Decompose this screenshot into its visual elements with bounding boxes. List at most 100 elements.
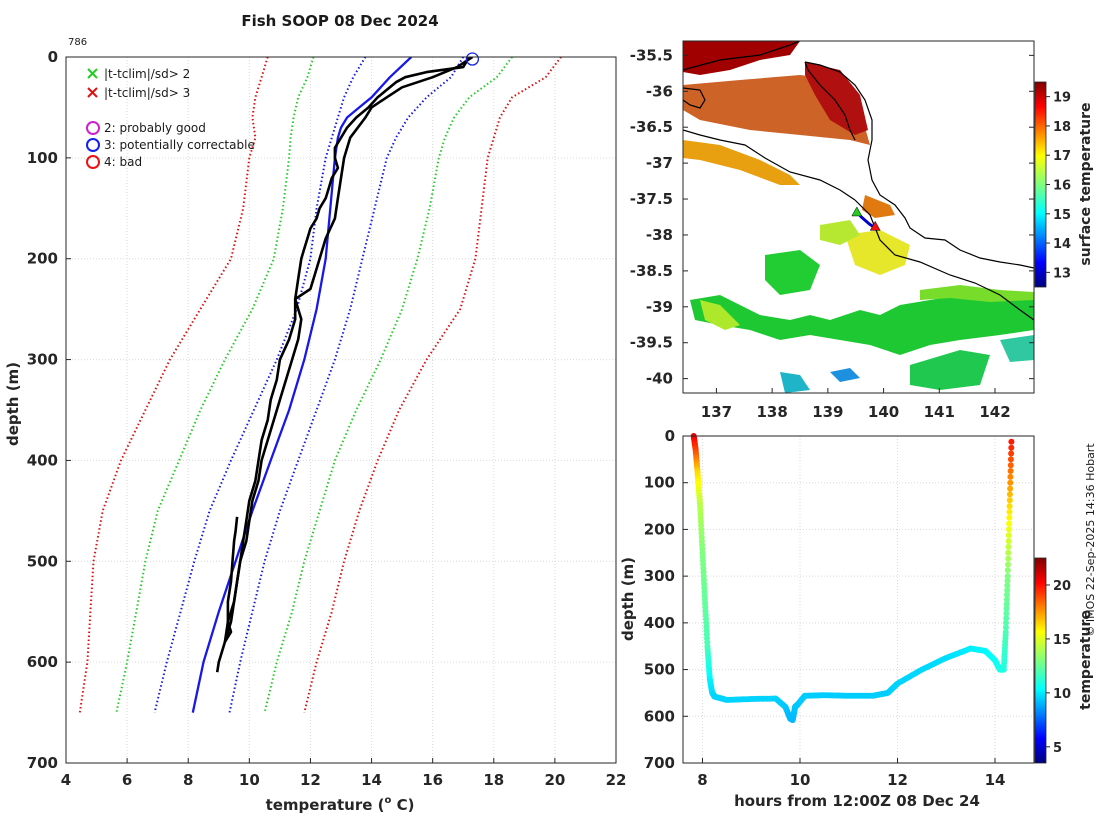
sst-patch-green-a bbox=[765, 250, 820, 295]
profile-x-tick-label: 12 bbox=[300, 771, 321, 789]
legend-qc-bad-label: 4: bad bbox=[104, 155, 142, 169]
footer-credit: © IMOS 22-Sep-2025 14:36 Hobart bbox=[1084, 443, 1097, 637]
profile-y-tick-label: 0 bbox=[48, 48, 58, 66]
sst-patch-yellow bbox=[845, 230, 910, 275]
map-frame bbox=[682, 40, 1035, 394]
profile-x-label-after: C) bbox=[391, 796, 414, 814]
profile-x-label-sup: o bbox=[384, 795, 391, 806]
temperature-colorbar-tick-label: 20 bbox=[1053, 579, 1071, 594]
depth-time-x-tick-label: 10 bbox=[790, 771, 811, 789]
depth-time-point bbox=[1005, 555, 1012, 562]
depth-time-point bbox=[1006, 526, 1012, 533]
coastline-gulf-west bbox=[804, 61, 856, 141]
depth-time-y-tick-label: 300 bbox=[644, 567, 675, 585]
profile-y-ticks: 0 100 200 300 400 500 600 700 bbox=[27, 48, 71, 772]
map-lon-tick-label: 138 bbox=[756, 403, 787, 421]
depth-time-y-label: depth (m) bbox=[619, 557, 637, 641]
sst-patch-blue bbox=[830, 368, 860, 382]
profile-qc-marker bbox=[465, 52, 480, 66]
profile-y-tick-label: 300 bbox=[27, 351, 58, 369]
map-lat-tick-label: -40 bbox=[646, 370, 673, 388]
depth-time-panel: 8 10 12 14 0 100 200 300 400 500 600 700 hours fro… bbox=[619, 427, 1094, 810]
temperature-colorbar-tick-label: 15 bbox=[1053, 633, 1071, 648]
sst-colorbar bbox=[1034, 81, 1047, 288]
map-lon-tick-label: 141 bbox=[924, 403, 955, 421]
map-lon-tick-label: 137 bbox=[701, 403, 732, 421]
sst-patch-orange bbox=[862, 195, 895, 218]
profile-y-tick-label: 400 bbox=[27, 451, 58, 469]
sst-colorbar-label: surface temperature bbox=[1078, 102, 1094, 265]
map-lat-tick-label: -39 bbox=[646, 298, 673, 316]
profile-title: Fish SOOP 08 Dec 2024 bbox=[241, 12, 438, 30]
sst-patch-cyan bbox=[780, 372, 810, 393]
map-lon-tick-label: 142 bbox=[979, 403, 1010, 421]
depth-time-x-tick-label: 14 bbox=[985, 771, 1006, 789]
depth-time-point bbox=[1007, 456, 1014, 463]
sst-patch-green-b bbox=[690, 292, 1034, 355]
ship-track-marker bbox=[851, 206, 863, 217]
map-lat-ticks: -35.5 -36 -36.5 -37 -37.5 -38 -38.5 -39 -39.5 -40 bbox=[630, 46, 1034, 388]
legend-qc-bad-circle bbox=[86, 155, 100, 169]
temperature-colorbar-tick-label: 10 bbox=[1053, 687, 1071, 702]
depth-time-x-ticks: 8 10 12 14 bbox=[697, 758, 1005, 789]
sst-shelf-orange bbox=[683, 140, 800, 185]
profile-series-observed-profile-ascent- bbox=[223, 57, 474, 644]
profile-series-mean-1sd bbox=[228, 57, 465, 713]
depth-time-point bbox=[1007, 462, 1014, 469]
depth-time-point bbox=[1004, 582, 1011, 589]
sst-colorbar-tick-label: 15 bbox=[1053, 208, 1071, 223]
sst-map-panel: 137 138 139 140 141 142 -35.5 -36 -36.5 -37 -37.5… bbox=[630, 40, 1094, 421]
profile-plot-area bbox=[66, 57, 616, 763]
profile-series-mean-3sd bbox=[303, 57, 562, 713]
depth-time-point bbox=[1007, 468, 1014, 474]
depth-time-point bbox=[1007, 479, 1014, 486]
sst-field bbox=[683, 41, 1034, 393]
map-lat-tick-label: -35.5 bbox=[630, 46, 673, 64]
legend-qc-correctable-circle bbox=[86, 138, 100, 152]
sst-patch-green-c bbox=[910, 350, 990, 390]
legend-qc-good: 2: probably good bbox=[86, 121, 206, 135]
map-lat-tick-label: -38.5 bbox=[630, 262, 673, 280]
sst-warm-north bbox=[683, 41, 800, 75]
depth-time-point bbox=[1004, 577, 1011, 584]
depth-time-points bbox=[690, 433, 1015, 723]
sst-colorbar-tick-label: 13 bbox=[1053, 266, 1071, 281]
profile-y-label: depth (m) bbox=[4, 362, 22, 446]
profile-x-tick-label: 18 bbox=[483, 771, 504, 789]
depth-time-x-tick-label: 8 bbox=[697, 771, 707, 789]
depth-time-point bbox=[1004, 573, 1011, 580]
temperature-colorbar bbox=[1034, 557, 1047, 764]
sst-patch-teal bbox=[1000, 335, 1034, 362]
map-lat-tick-label: -39.5 bbox=[630, 334, 673, 352]
depth-time-plot-area bbox=[683, 436, 1034, 763]
profile-series-mean-1sd bbox=[153, 57, 367, 713]
legend-flag-sd2-label: |t-tclim|/sd> 2 bbox=[104, 67, 190, 81]
profile-x-label: temperature (o C) bbox=[266, 795, 415, 814]
depth-time-point bbox=[1006, 514, 1013, 521]
profile-y-tick-label: 600 bbox=[27, 653, 58, 671]
legend-qc-bad: 4: bad bbox=[86, 155, 142, 169]
profile-x-tick-label: 6 bbox=[122, 771, 132, 789]
sst-patch-yellowgreen bbox=[700, 300, 740, 330]
depth-time-y-ticks: 0 100 200 300 400 500 600 700 bbox=[644, 427, 688, 772]
legend-qc-correctable-label: 3: potentially correctable bbox=[104, 138, 255, 152]
profile-y-tick-label: 500 bbox=[27, 552, 58, 570]
depth-time-point bbox=[1005, 549, 1012, 556]
sst-gulf-warm bbox=[805, 62, 868, 135]
profile-x-tick-label: 10 bbox=[239, 771, 260, 789]
sst-patch-lime bbox=[920, 285, 1034, 302]
profile-y-tick-label: 200 bbox=[27, 250, 58, 268]
sst-colorbar-tick-label: 17 bbox=[1053, 149, 1071, 164]
profile-x-tick-label: 16 bbox=[422, 771, 443, 789]
depth-time-point bbox=[1003, 601, 1010, 608]
depth-time-point bbox=[1002, 629, 1009, 636]
legend-flag-sd2-marker bbox=[87, 68, 98, 79]
depth-time-point bbox=[1005, 561, 1011, 568]
profile-x-tick-label: 14 bbox=[361, 771, 382, 789]
depth-time-point bbox=[1006, 503, 1013, 510]
coastline-peninsula bbox=[683, 87, 706, 109]
profile-x-tick-label: 22 bbox=[606, 771, 627, 789]
map-lon-tick-label: 139 bbox=[812, 403, 843, 421]
profile-x-label-before: temperature ( bbox=[266, 796, 385, 814]
